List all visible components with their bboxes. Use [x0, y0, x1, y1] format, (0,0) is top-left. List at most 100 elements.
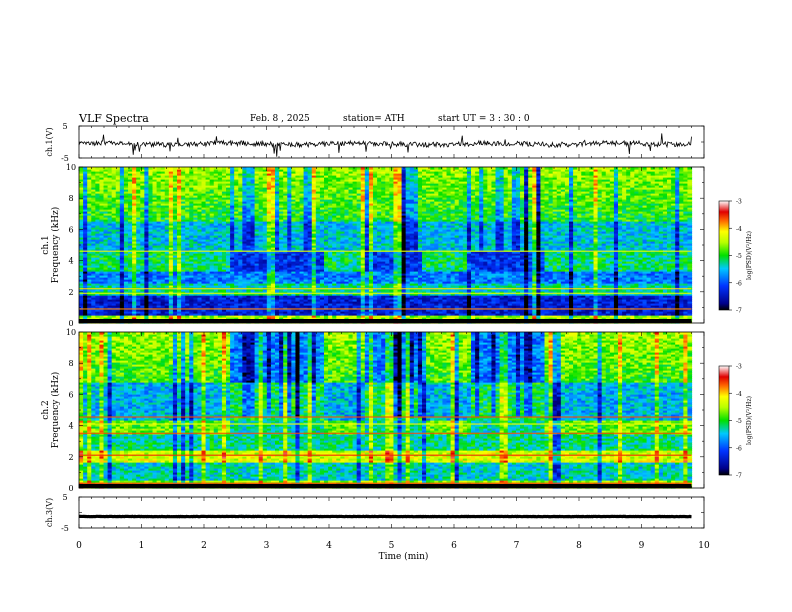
spectrogram-cell	[609, 293, 615, 296]
spectrogram-cell	[193, 283, 199, 286]
spectrogram-cell	[107, 277, 113, 280]
spectrogram-cell	[569, 279, 574, 282]
spectrogram-cell	[250, 309, 256, 312]
spectrogram-cell	[552, 313, 558, 316]
spectrogram-cell	[168, 273, 174, 276]
spectrogram-cell	[201, 281, 207, 284]
spectrogram-cell	[540, 313, 546, 316]
spectrogram-cell	[658, 281, 664, 284]
spectrogram-cell	[144, 293, 150, 296]
spectrogram-cell	[422, 315, 427, 318]
spectrogram-cell	[270, 313, 276, 316]
spectrogram-cell	[87, 301, 92, 304]
spectrogram-cell	[83, 283, 88, 286]
spectrogram-cell	[242, 311, 248, 314]
spectrogram-cell	[87, 317, 92, 320]
spectrogram-cell	[250, 305, 256, 308]
spectrogram-cell	[511, 315, 517, 318]
spectrogram-cell	[356, 303, 362, 306]
spectrogram-cell	[679, 293, 684, 296]
spectrogram-cell	[446, 281, 452, 284]
spectrogram-cell	[315, 295, 321, 298]
spectrogram-cell	[299, 299, 305, 302]
spectrogram-cell	[544, 291, 550, 294]
spectrogram-cell	[426, 285, 431, 288]
spectrogram-cell	[258, 283, 264, 286]
spectrogram-cell	[434, 311, 439, 314]
spectrogram-cell	[217, 315, 223, 318]
spectrogram-cell	[495, 283, 501, 286]
spectrogram-cell	[520, 283, 525, 286]
spectrogram-cell	[344, 301, 350, 304]
spectrogram-cell	[393, 303, 399, 306]
spectrogram-cell	[368, 279, 374, 282]
spectrogram-cell	[426, 275, 431, 278]
spectrogram-cell	[618, 305, 623, 308]
spectrogram-cell	[613, 281, 619, 284]
spectrogram-cell	[119, 293, 125, 296]
spectrogram-cell	[479, 317, 484, 320]
spectrogram-cell	[258, 273, 264, 276]
spectrogram-cell	[515, 311, 521, 314]
spectrogram-cell	[356, 305, 362, 308]
spectrogram-cell	[295, 315, 301, 318]
spectrogram-cell	[528, 315, 533, 318]
spectrogram-cell	[613, 297, 619, 300]
spectrogram-cell	[495, 279, 501, 282]
spectrogram-cell	[172, 305, 178, 308]
spectrogram-cell	[381, 317, 386, 320]
spectrogram-cell	[458, 305, 464, 308]
spectrogram-cell	[462, 295, 468, 298]
spectrogram-cell	[356, 289, 362, 292]
spectrogram-cell	[254, 281, 260, 284]
spectrogram-cell	[205, 283, 211, 286]
spectrogram-cell	[499, 281, 505, 284]
spectrogram-cell	[597, 273, 603, 276]
spectrogram-cell	[389, 275, 395, 278]
spectrogram-cell	[487, 285, 493, 288]
spectrogram-cell	[299, 281, 305, 284]
spectrogram-cell	[254, 289, 260, 292]
spectrogram-cell	[160, 281, 166, 284]
spectrogram-cell	[401, 309, 407, 312]
spectrogram-cell	[254, 283, 260, 286]
spectrogram-cell	[242, 305, 248, 308]
spectrogram-cell	[397, 279, 403, 282]
spectrogram-cell	[230, 295, 235, 298]
spectrogram-cell	[654, 295, 660, 298]
spectrogram-cell	[487, 283, 493, 286]
spectrogram-cell	[503, 281, 509, 284]
spectrogram-cell	[622, 313, 627, 316]
spectrogram-cell	[430, 303, 435, 306]
spectrogram-cell	[185, 273, 190, 276]
spectrogram-cell	[569, 303, 574, 306]
spectrogram-cell	[569, 275, 574, 278]
spectrogram-cell	[144, 281, 150, 284]
spectrogram-cell	[266, 313, 272, 316]
spectrogram-cell	[217, 317, 223, 320]
spectrogram-cell	[164, 317, 170, 320]
spectrogram-cell	[201, 283, 207, 286]
spectrogram-cell	[266, 295, 272, 298]
spectrogram-cell	[111, 301, 117, 304]
spectrogram-cell	[332, 291, 337, 294]
spectrogram-cell	[462, 301, 468, 304]
spectrogram-cell	[589, 293, 595, 296]
spectrogram-cell	[348, 277, 354, 280]
spectrogram-cell	[646, 281, 652, 284]
spectrogram-cell	[381, 295, 386, 298]
spectrogram-cell	[532, 303, 537, 306]
spectrogram-cell	[185, 295, 190, 298]
spectrogram-cell	[577, 295, 582, 298]
spectrogram-cell	[573, 317, 578, 320]
spectrogram-cell	[389, 293, 395, 296]
spectrogram-cell	[266, 275, 272, 278]
spectrogram-cell	[658, 277, 664, 280]
spectrogram-cell	[564, 313, 570, 316]
spectrogram-cell	[348, 273, 354, 276]
spectrogram-cell	[528, 273, 533, 276]
spectrogram-cell	[226, 283, 231, 286]
spectrogram-cell	[217, 311, 223, 314]
spectrogram-cell	[556, 293, 562, 296]
spectrogram-cell	[299, 309, 305, 312]
